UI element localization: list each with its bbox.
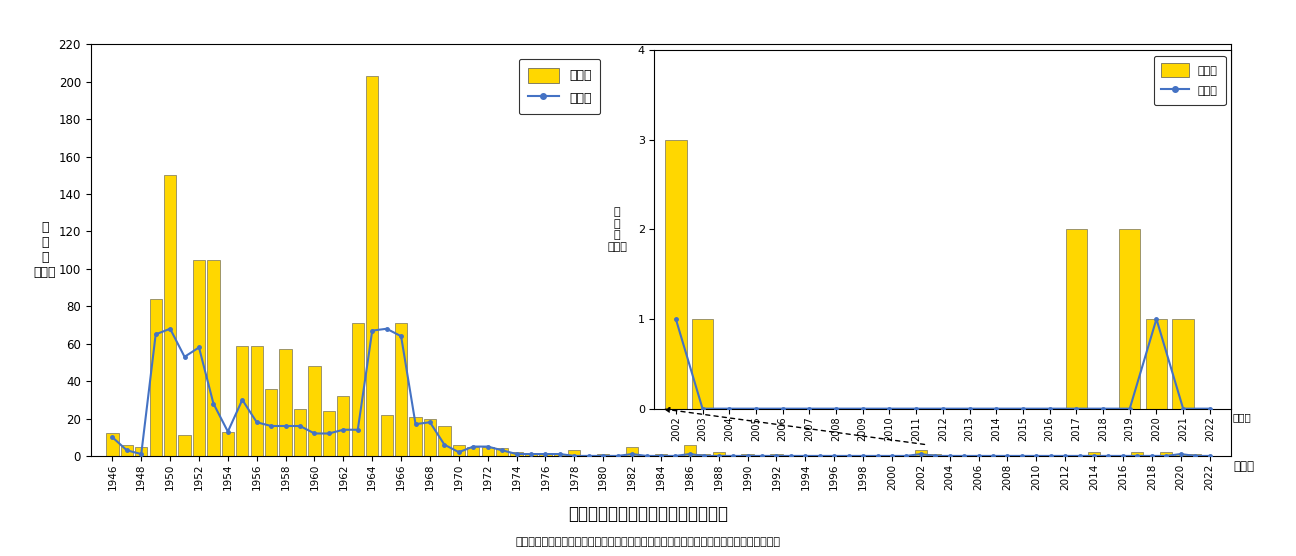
Bar — [452, 445, 465, 456]
Bar — [1173, 319, 1194, 409]
Bar — [222, 431, 235, 456]
Legend: 患者数, 死者数: 患者数, 死者数 — [1153, 56, 1226, 105]
Bar — [684, 445, 696, 456]
Y-axis label: 患
者
数
（人）: 患 者 数 （人） — [607, 207, 627, 252]
Bar — [250, 346, 263, 456]
Bar — [1131, 452, 1143, 456]
Bar — [294, 409, 306, 456]
Bar — [741, 454, 754, 456]
Bar — [266, 389, 277, 456]
Text: （年）: （年） — [1232, 412, 1251, 422]
Bar — [236, 346, 249, 456]
Bar — [365, 76, 378, 456]
Bar — [511, 452, 522, 456]
Bar — [280, 349, 292, 456]
Bar — [438, 426, 451, 456]
Bar — [410, 416, 421, 456]
Bar — [654, 454, 667, 456]
Bar — [149, 299, 162, 456]
Bar — [713, 452, 724, 456]
Bar — [323, 411, 336, 456]
Text: （患者数、死者数は「衛生統計年報（広島県）」、「人口動態統計（広島県）による」）: （患者数、死者数は「衛生統計年報（広島県）」、「人口動態統計（広島県）による」） — [516, 537, 780, 547]
Bar — [770, 454, 783, 456]
Bar — [308, 366, 320, 456]
Bar — [915, 450, 927, 456]
Bar — [665, 140, 687, 409]
Bar — [482, 446, 494, 456]
Bar — [135, 446, 148, 456]
Bar — [165, 175, 176, 456]
Bar — [193, 260, 205, 456]
Bar — [1087, 452, 1100, 456]
Legend: 患者数, 死者数: 患者数, 死者数 — [518, 59, 600, 115]
Y-axis label: 患
者
数
（人）: 患 者 数 （人） — [34, 221, 56, 279]
Bar — [539, 454, 552, 456]
Bar — [568, 450, 581, 456]
Bar — [525, 454, 537, 456]
Bar — [106, 434, 118, 456]
Bar — [597, 454, 609, 456]
Bar — [929, 454, 941, 456]
Text: （年）: （年） — [1234, 460, 1255, 473]
Bar — [351, 323, 364, 456]
Bar — [424, 419, 437, 456]
Bar — [1065, 229, 1087, 409]
Bar — [207, 260, 219, 456]
Bar — [337, 396, 350, 456]
Bar — [1174, 454, 1187, 456]
Bar — [692, 319, 713, 409]
Bar — [179, 435, 191, 456]
Bar — [467, 446, 480, 456]
Bar — [1160, 452, 1173, 456]
Bar — [381, 415, 393, 456]
Bar — [121, 445, 133, 456]
Bar — [699, 454, 710, 456]
Bar — [1146, 319, 1168, 409]
Bar — [626, 446, 638, 456]
Bar — [496, 449, 508, 456]
Text: 広島県における日本脳炎の発生状況: 広島県における日本脳炎の発生状況 — [568, 505, 728, 523]
Bar — [1118, 229, 1140, 409]
Bar — [553, 454, 566, 456]
Bar — [395, 323, 407, 456]
Bar — [1188, 454, 1201, 456]
